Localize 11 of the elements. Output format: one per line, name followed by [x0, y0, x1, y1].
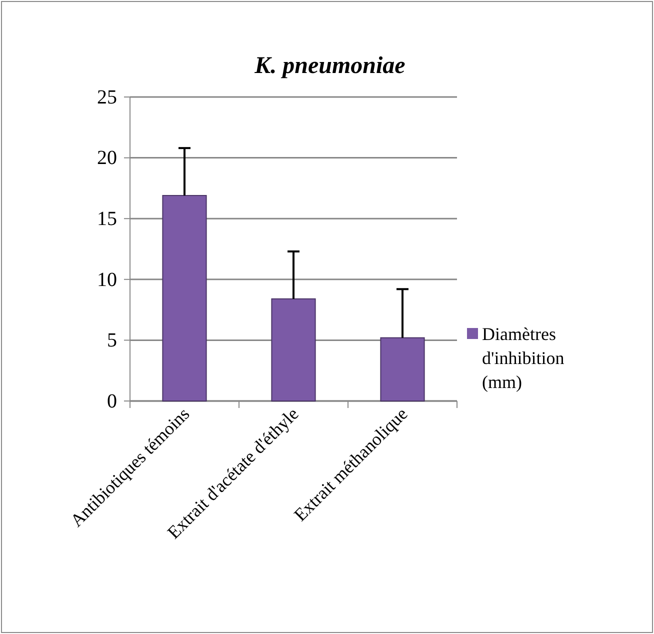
y-tick-label: 25	[97, 86, 117, 108]
y-tick-label: 20	[97, 147, 117, 170]
bar	[380, 337, 425, 402]
legend-label: Diamètres d'inhibition (mm)	[482, 324, 564, 392]
bar	[271, 298, 316, 402]
chart-title: K. pneumoniae	[254, 53, 406, 79]
y-tick-label: 15	[97, 208, 117, 230]
y-tick-label: 0	[107, 390, 117, 412]
y-tick-label: 5	[107, 330, 117, 352]
bar	[162, 194, 207, 402]
y-tick-label: 10	[97, 268, 117, 291]
